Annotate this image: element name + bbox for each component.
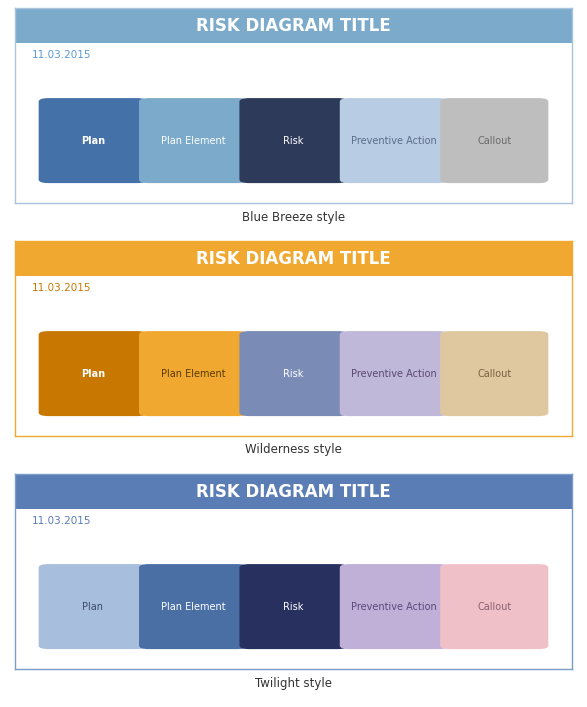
FancyBboxPatch shape	[139, 564, 247, 649]
FancyBboxPatch shape	[15, 474, 572, 509]
FancyBboxPatch shape	[440, 98, 548, 183]
Text: Wilderness style: Wilderness style	[245, 443, 342, 457]
Text: Callout: Callout	[477, 136, 511, 146]
FancyBboxPatch shape	[440, 564, 548, 649]
FancyBboxPatch shape	[239, 564, 348, 649]
FancyBboxPatch shape	[39, 564, 147, 649]
FancyBboxPatch shape	[239, 98, 348, 183]
Text: Preventive Action: Preventive Action	[351, 368, 437, 379]
FancyBboxPatch shape	[139, 98, 247, 183]
Text: Callout: Callout	[477, 368, 511, 379]
Text: Plan Element: Plan Element	[161, 602, 225, 612]
FancyBboxPatch shape	[340, 331, 448, 416]
Text: Risk: Risk	[284, 602, 303, 612]
FancyBboxPatch shape	[39, 331, 147, 416]
Text: Risk: Risk	[284, 136, 303, 146]
Text: Callout: Callout	[477, 602, 511, 612]
FancyBboxPatch shape	[15, 241, 572, 276]
Text: Blue Breeze style: Blue Breeze style	[242, 211, 345, 223]
FancyBboxPatch shape	[15, 8, 572, 43]
FancyBboxPatch shape	[239, 331, 348, 416]
Text: 11.03.2015: 11.03.2015	[32, 283, 91, 293]
Text: Preventive Action: Preventive Action	[351, 602, 437, 612]
FancyBboxPatch shape	[340, 564, 448, 649]
Text: RISK DIAGRAM TITLE: RISK DIAGRAM TITLE	[196, 483, 391, 501]
Text: RISK DIAGRAM TITLE: RISK DIAGRAM TITLE	[196, 16, 391, 35]
Text: Plan: Plan	[82, 602, 103, 612]
Text: Plan: Plan	[80, 368, 105, 379]
Text: Plan: Plan	[80, 136, 105, 146]
Text: 11.03.2015: 11.03.2015	[32, 516, 91, 526]
Text: RISK DIAGRAM TITLE: RISK DIAGRAM TITLE	[196, 250, 391, 267]
Text: Twilight style: Twilight style	[255, 677, 332, 689]
Text: Plan Element: Plan Element	[161, 136, 225, 146]
Text: Preventive Action: Preventive Action	[351, 136, 437, 146]
FancyBboxPatch shape	[440, 331, 548, 416]
FancyBboxPatch shape	[139, 331, 247, 416]
FancyBboxPatch shape	[340, 98, 448, 183]
FancyBboxPatch shape	[39, 98, 147, 183]
Text: 11.03.2015: 11.03.2015	[32, 49, 91, 60]
Text: Risk: Risk	[284, 368, 303, 379]
Text: Plan Element: Plan Element	[161, 368, 225, 379]
